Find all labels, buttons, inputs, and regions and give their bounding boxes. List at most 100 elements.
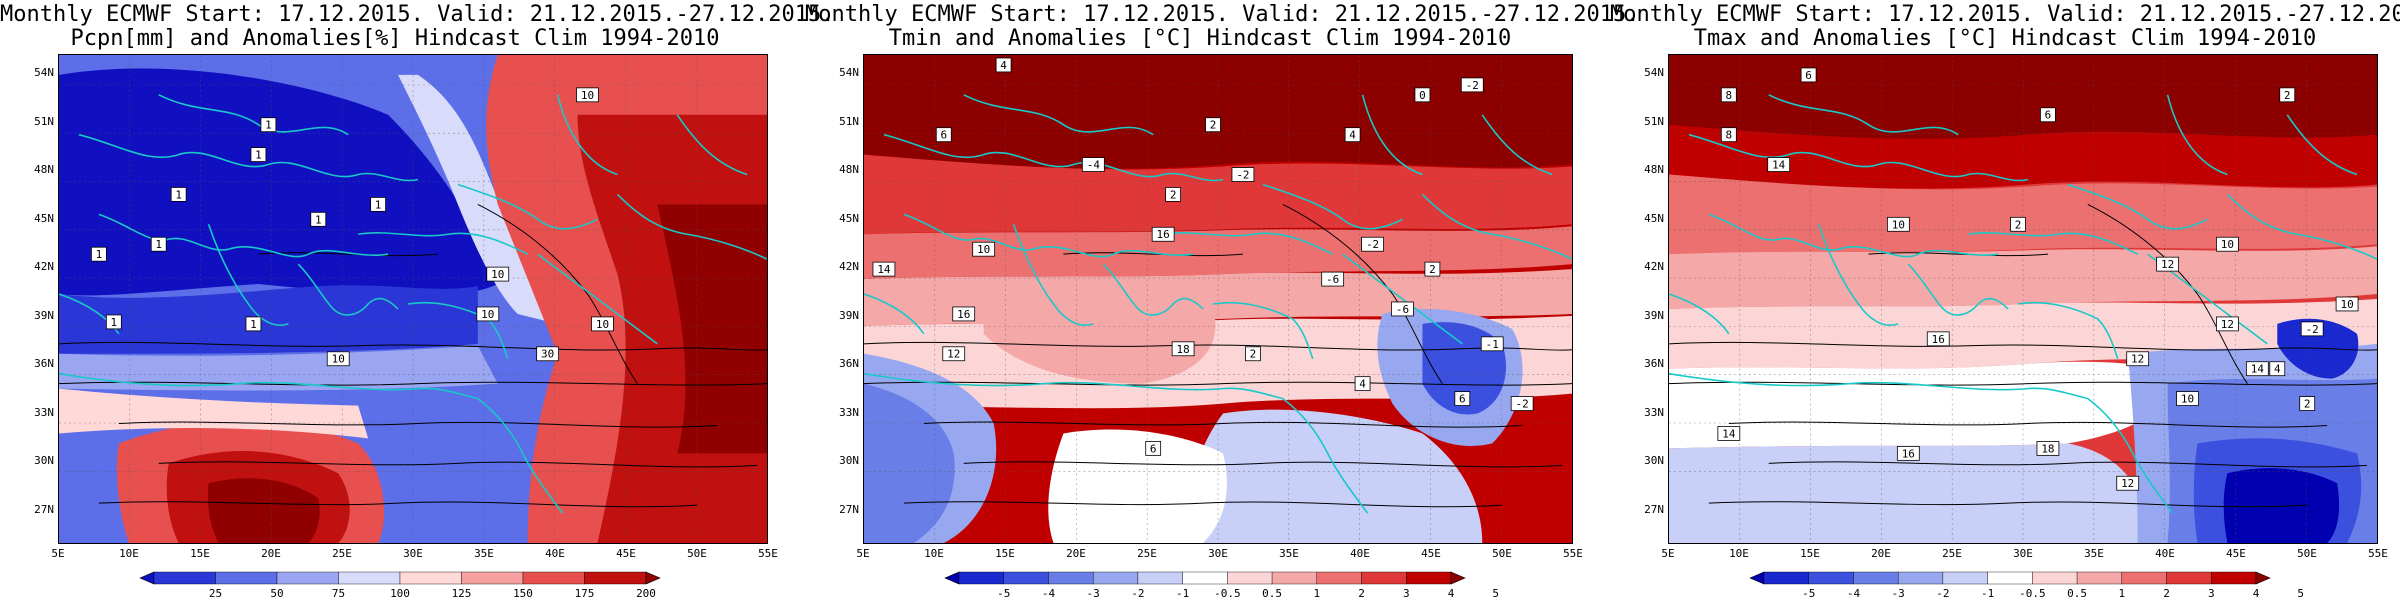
contour-label-box xyxy=(370,197,386,212)
colorbar-label: 0.5 xyxy=(2067,587,2087,600)
contour-label: 4 xyxy=(1359,378,1366,391)
colorbar-segment xyxy=(1942,571,1988,585)
contour-label-box xyxy=(1454,391,1471,406)
colorbar-label: 25 xyxy=(209,587,222,600)
coastline-border xyxy=(2226,193,2377,260)
latitude-tick-label: 54N xyxy=(839,66,859,79)
longitude-tick-label: 25E xyxy=(1942,547,1962,560)
coastline-border xyxy=(2087,397,2174,514)
contour-label-box xyxy=(2216,316,2239,332)
panel-tmin: Monthly ECMWF Start: 17.12.2015. Valid: … xyxy=(805,0,1639,600)
contour-label: 10 xyxy=(491,268,504,281)
contour-label-box xyxy=(2335,296,2359,312)
map-canvas: 6 8 2 6 8 14 10 12 10 16 12 -2 12 10 18 14 16 12 4 2 14 10 2 xyxy=(1669,55,2377,543)
contour-label-box xyxy=(260,117,277,133)
contour-label: 6 xyxy=(1459,393,1466,406)
contour-label-box xyxy=(2036,441,2060,456)
contour-label-box xyxy=(2245,361,2269,377)
colorbar-label: 3 xyxy=(2208,587,2215,600)
contour-label: 2 xyxy=(1429,263,1436,276)
colorbar-segment xyxy=(584,571,647,585)
contour-label-box xyxy=(1231,167,1255,182)
colorbar-svg: -5 -4 -3 -2 -1 -0.5 0.5 1 2 3 4 5 xyxy=(944,571,1499,600)
contour-label: -6 xyxy=(1396,303,1409,316)
longitude-tick-label: 25E xyxy=(1137,547,1157,560)
contour-label: 16 xyxy=(1902,447,1915,460)
latitude-tick-label: 48N xyxy=(1644,163,1664,176)
contour-label: -2 xyxy=(1366,238,1379,251)
colorbar-segment xyxy=(1361,571,1407,585)
coastline-border xyxy=(1421,193,1572,260)
colorbar-svg: -5 -4 -3 -2 -1 -0.5 0.5 1 2 3 4 5 xyxy=(1749,571,2304,600)
colorbar-segment xyxy=(153,571,216,585)
longitude-tick-label: 35E xyxy=(2084,547,2104,560)
contour-label-box xyxy=(1165,187,1182,202)
coastline-border xyxy=(2286,114,2358,176)
coastline-border xyxy=(2166,94,2228,176)
contour-label: 10 xyxy=(596,318,609,331)
longitude-tick-label: 5E xyxy=(51,547,65,560)
contour-label: 2 xyxy=(2015,218,2022,231)
contour-label: 10 xyxy=(977,243,990,256)
contour-label-box xyxy=(245,316,262,332)
contour-line xyxy=(59,381,767,386)
contour-label: 10 xyxy=(332,353,345,366)
latitude-tick-label: 48N xyxy=(839,163,859,176)
colorbar-label: 175 xyxy=(575,587,595,600)
colorbar-arrow-right xyxy=(2255,571,2271,585)
latitude-tick-label: 54N xyxy=(1644,66,1664,79)
longitude-tick-label: 55E xyxy=(758,547,778,560)
contour-label: 14 xyxy=(2251,363,2265,376)
contour-label: 12 xyxy=(2161,258,2174,271)
anomaly-field-region xyxy=(1048,429,1227,543)
longitude-tick-label: 55E xyxy=(1563,547,1583,560)
coastline-border xyxy=(1688,133,2029,182)
contour-label: 1 xyxy=(96,248,103,261)
colorbar-segment xyxy=(1003,571,1049,585)
colorbar-label: -2 xyxy=(1936,587,1949,600)
coastline-border xyxy=(1481,114,1553,176)
colorbar-arrow-left xyxy=(1749,571,1765,585)
contour-label-box xyxy=(1354,376,1371,392)
contour-line xyxy=(963,461,1563,468)
longitude-tick-label: 50E xyxy=(1492,547,1512,560)
coastline-border xyxy=(297,263,399,316)
coastline-border xyxy=(616,193,767,260)
anomaly-field-region xyxy=(59,285,478,354)
contour-label: 16 xyxy=(957,308,970,321)
longitude-tick-label: 10E xyxy=(924,547,944,560)
colorbar-label: -1 xyxy=(1981,587,1994,600)
coastline-border xyxy=(1669,293,1730,335)
colorbar-label: 2 xyxy=(2163,587,2170,600)
contour-label: 8 xyxy=(1726,129,1733,142)
contour-label: 30 xyxy=(541,348,554,361)
coastline-border xyxy=(2017,301,2119,360)
contour-label: 14 xyxy=(877,263,891,276)
contour-label: 10 xyxy=(2340,298,2353,311)
coastline-border xyxy=(1342,253,1463,345)
contour-label: 10 xyxy=(2181,393,2194,406)
colorbar-segment xyxy=(215,571,278,585)
coastline-border xyxy=(1768,94,1959,136)
colorbar-segment xyxy=(1897,571,1944,585)
contour-label: 0 xyxy=(1419,89,1426,102)
contour-label-box xyxy=(995,57,1012,73)
contour-label: 1 xyxy=(265,119,272,132)
anomaly-field-region xyxy=(59,345,498,391)
longitude-tick-label: 35E xyxy=(1279,547,1299,560)
colorbar-segment xyxy=(276,571,339,585)
colorbar-label: -1 xyxy=(1176,587,1189,600)
coastline-border xyxy=(59,372,479,400)
colorbar-segment xyxy=(1987,571,2033,585)
contour-label: 2 xyxy=(2284,89,2291,102)
contour-label-box xyxy=(105,314,122,330)
contour-label: 18 xyxy=(2041,442,2054,455)
contour-label-box xyxy=(2040,107,2056,123)
latitude-tick-label: 45N xyxy=(839,211,859,225)
contour-label: -1 xyxy=(1486,338,1499,351)
contour-label: 10 xyxy=(2221,238,2234,251)
colorbar-segment xyxy=(1137,571,1183,585)
contour-label-box xyxy=(486,266,510,282)
contour-label-box xyxy=(2299,396,2316,411)
contour-label-box xyxy=(310,211,327,227)
